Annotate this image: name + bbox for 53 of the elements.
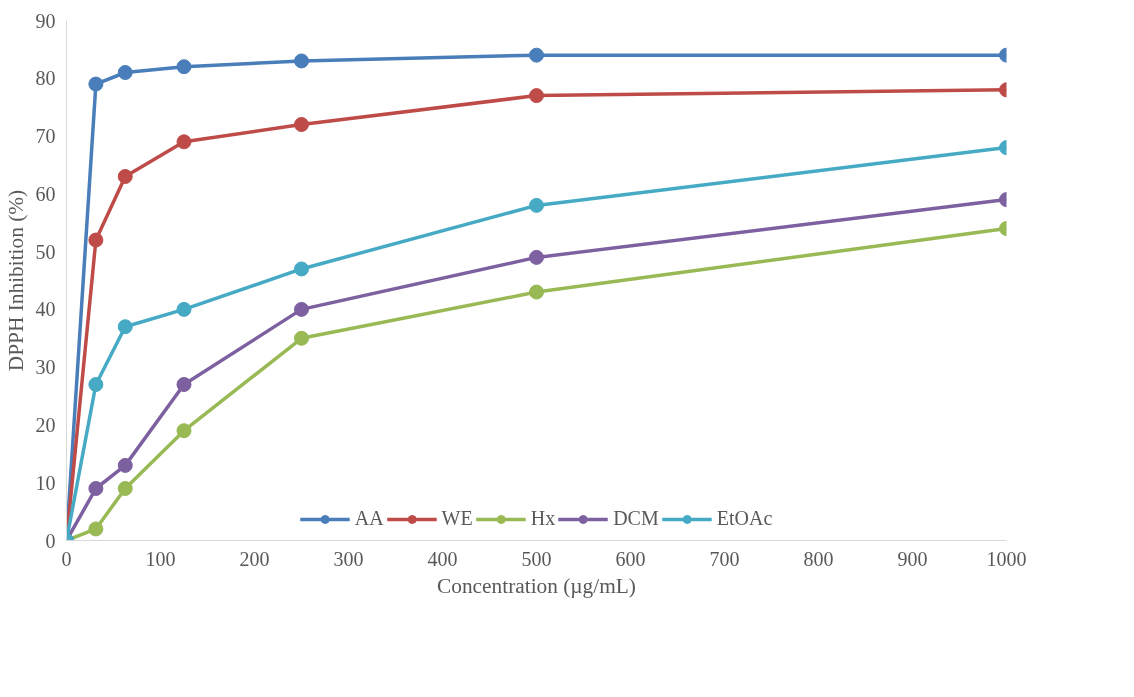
x-tick-label: 600 — [615, 547, 646, 570]
point — [294, 301, 309, 317]
point — [294, 53, 309, 69]
point — [176, 59, 192, 75]
legend-label: DCM — [613, 507, 659, 530]
point — [294, 117, 309, 132]
point — [117, 481, 133, 496]
point — [529, 249, 544, 265]
x-tick-label: 0 — [61, 547, 72, 570]
point — [117, 169, 133, 184]
y-axis-title: DPPH Inhibition (%) — [3, 189, 28, 372]
y-tick-label: 90 — [35, 9, 56, 32]
point — [88, 521, 104, 537]
point — [529, 197, 544, 213]
x-tick-label: 700 — [709, 547, 740, 570]
point — [294, 261, 309, 277]
y-tick-label: 80 — [35, 67, 56, 90]
point — [529, 47, 544, 63]
legend-label: Hx — [530, 507, 556, 530]
x-tick-label: 200 — [239, 547, 270, 570]
x-tick-label: 900 — [897, 547, 928, 570]
y-tick-label: 10 — [35, 471, 56, 494]
x-tick-label: 300 — [333, 547, 364, 570]
point — [176, 301, 192, 317]
x-tick-label: 500 — [521, 547, 552, 570]
point — [117, 65, 133, 80]
point — [88, 377, 104, 392]
point — [294, 330, 309, 346]
x-tick-label: 100 — [145, 547, 176, 570]
x-tick-label: 1000 — [986, 547, 1027, 570]
point — [529, 88, 544, 104]
legend-label: WE — [441, 507, 473, 530]
point — [529, 284, 544, 300]
point — [88, 76, 104, 92]
x-axis-title: Concentration (µg/mL) — [437, 573, 636, 598]
point — [88, 232, 104, 248]
y-tick-label: 30 — [35, 356, 56, 379]
point — [117, 319, 133, 335]
y-tick-label: 60 — [35, 182, 56, 205]
y-tick-label: 50 — [35, 240, 56, 263]
x-tick-label: 400 — [427, 547, 458, 570]
x-tick-label: 800 — [803, 547, 834, 570]
point — [176, 134, 192, 150]
y-tick-label: 70 — [35, 125, 56, 148]
y-tick-label: 40 — [35, 298, 56, 321]
legend-label: EtOAc — [716, 507, 773, 530]
y-tick-label: 20 — [35, 413, 56, 436]
legend-label: AA — [354, 507, 384, 530]
point — [117, 457, 133, 473]
point — [88, 481, 104, 496]
y-tick-label: 0 — [45, 529, 56, 552]
point — [176, 423, 192, 439]
point — [176, 377, 192, 392]
